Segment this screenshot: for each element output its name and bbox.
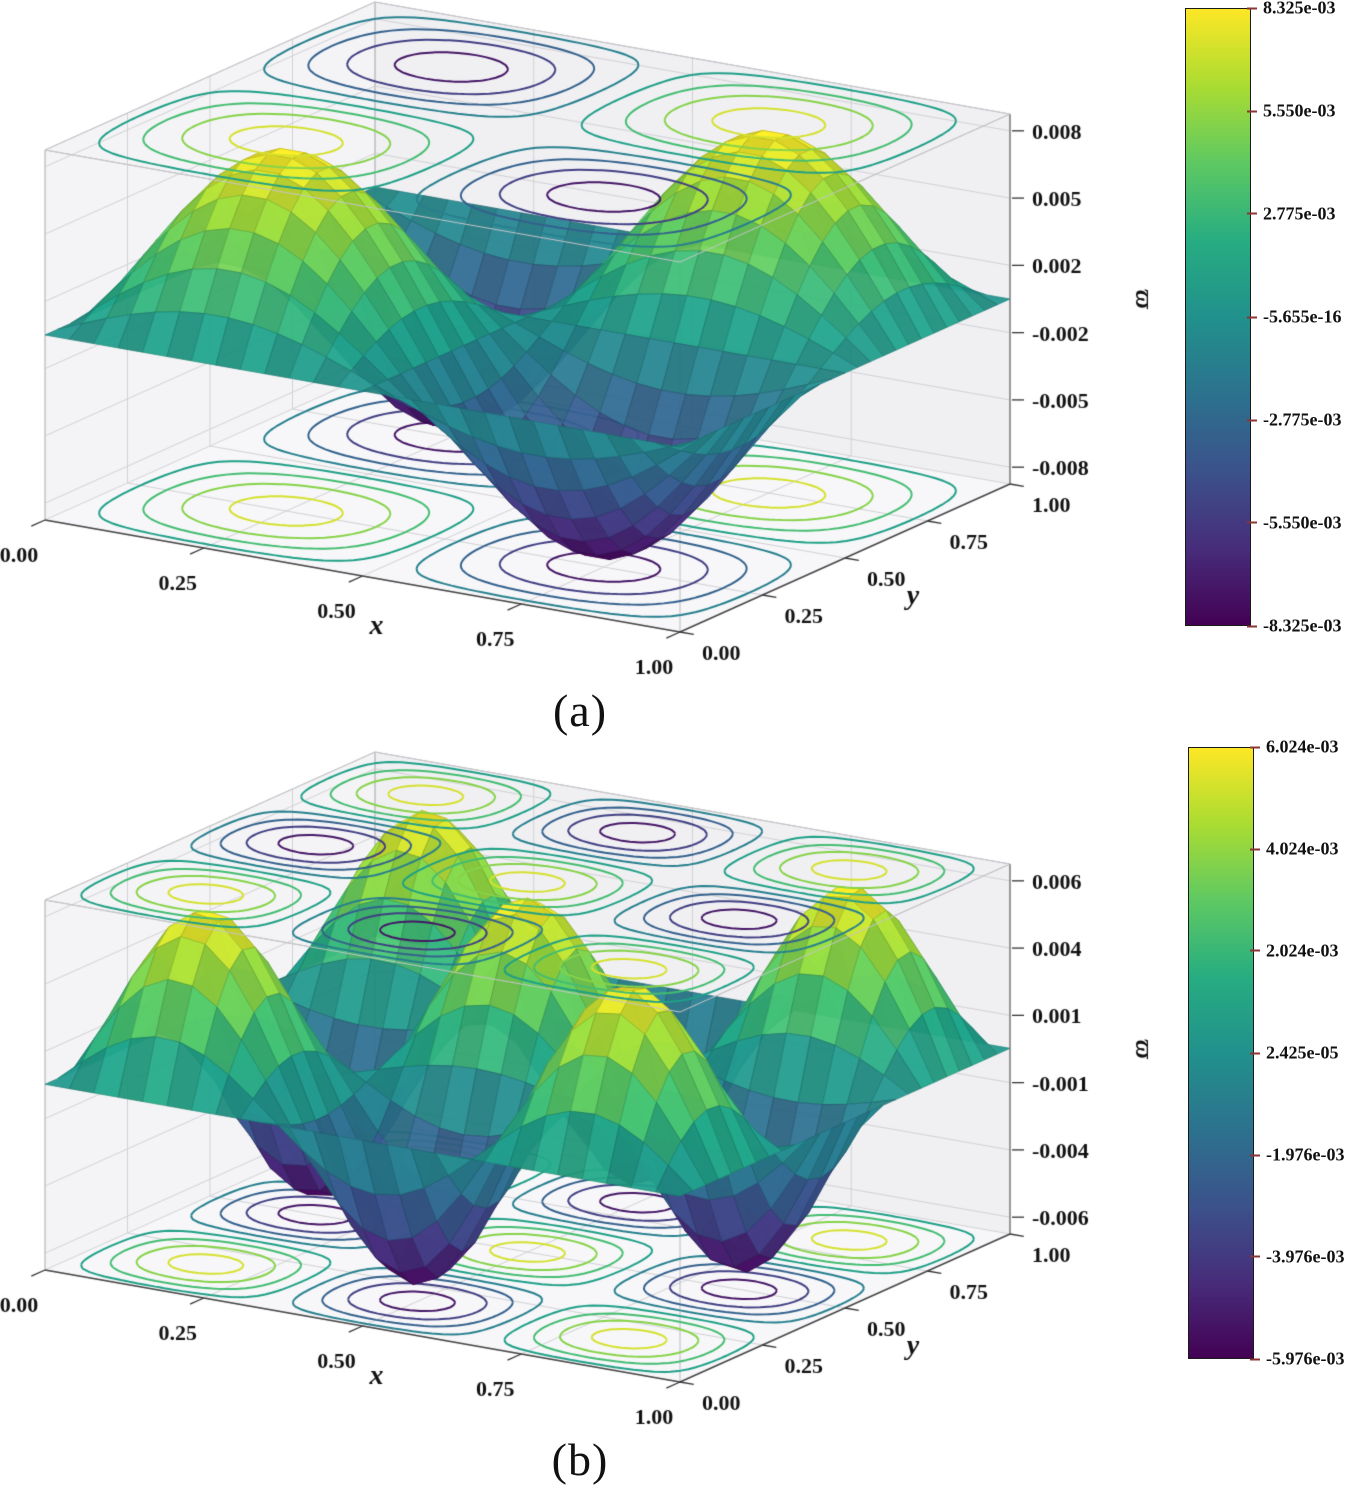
colorbar-tick-label: 2.425e-05 <box>1266 1042 1339 1063</box>
colorbar-labels-a: 8.325e-03 5.550e-03 2.775e-03 -5.655e-16… <box>1263 0 1345 636</box>
caption-b: (b) <box>551 1434 609 1485</box>
colorbar-tick-label: 2.775e-03 <box>1263 203 1336 224</box>
colorbar-tick-label: 6.024e-03 <box>1266 736 1339 757</box>
colorbar-gradient-a <box>1185 8 1251 626</box>
colorbar-tick-label: 8.325e-03 <box>1263 0 1335 19</box>
panel-a: 8.325e-03 5.550e-03 2.775e-03 -5.655e-16… <box>0 0 1345 745</box>
colorbar-tick-label: 4.024e-03 <box>1266 838 1339 859</box>
colorbar-tick-label: -5.655e-16 <box>1263 306 1342 327</box>
colorbar-tick-label: -5.976e-03 <box>1266 1348 1345 1369</box>
colorbar-tick-label: -1.976e-03 <box>1266 1144 1345 1165</box>
panel-b: 6.024e-03 4.024e-03 2.024e-03 2.425e-05 … <box>0 737 1345 1492</box>
colorbar-a: 8.325e-03 5.550e-03 2.775e-03 -5.655e-16… <box>1185 0 1341 636</box>
colorbar-tick-label: 5.550e-03 <box>1263 100 1336 121</box>
colorbar-b: 6.024e-03 4.024e-03 2.024e-03 2.425e-05 … <box>1188 737 1344 1369</box>
colorbar-tick-label: -8.325e-03 <box>1263 615 1342 636</box>
colorbar-tick-label: -3.976e-03 <box>1266 1246 1345 1267</box>
colorbar-tick-label: 2.024e-03 <box>1266 940 1339 961</box>
colorbar-labels-b: 6.024e-03 4.024e-03 2.024e-03 2.425e-05 … <box>1266 737 1345 1369</box>
colorbar-tick-label: -5.550e-03 <box>1263 512 1342 533</box>
colorbar-gradient-b <box>1188 747 1254 1359</box>
surface-plot-b <box>0 750 1160 1440</box>
caption-a: (a) <box>552 685 608 736</box>
surface-plot-a <box>0 0 1160 690</box>
colorbar-tick-label: -2.775e-03 <box>1263 409 1342 430</box>
